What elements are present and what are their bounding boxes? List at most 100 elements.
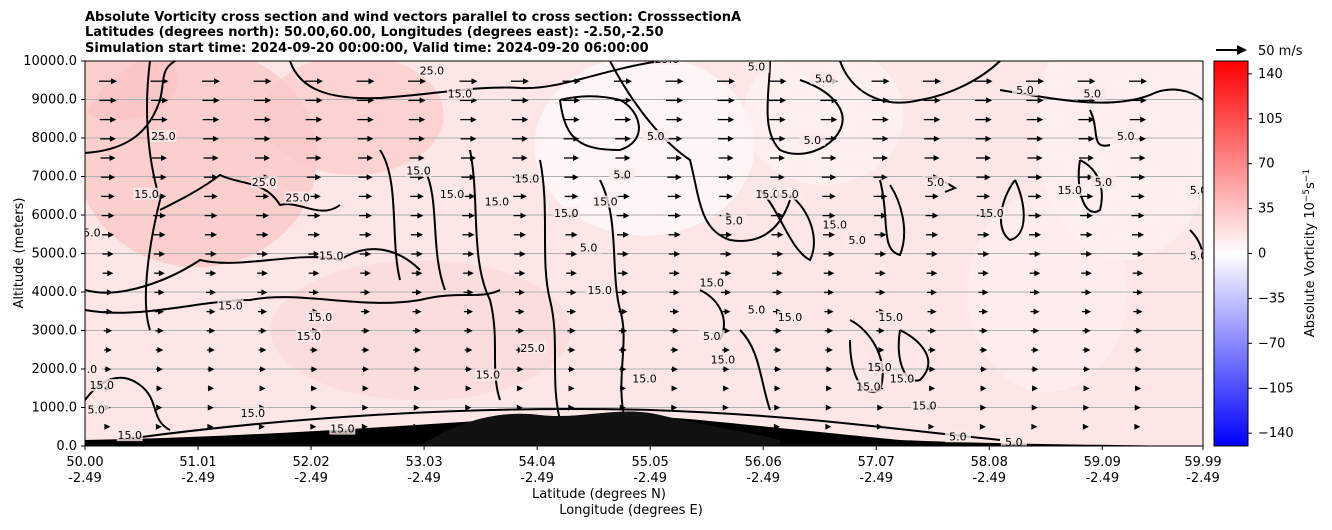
contour-label-bg (85, 362, 102, 375)
wind-vector-head (985, 155, 992, 161)
contour-label-bg (88, 379, 115, 392)
contour-label-bg (1090, 176, 1117, 189)
wind-vector-head (673, 270, 680, 277)
contour-line (559, 95, 640, 152)
contour-label: 25.0 (520, 342, 545, 355)
wind-vector-head (467, 308, 474, 315)
wind-vector-head (724, 308, 731, 315)
wind-vector-head (1083, 385, 1090, 392)
wind-vector-head (265, 78, 272, 85)
wind-vector-head (879, 289, 886, 296)
wind-vector-head (1035, 193, 1042, 200)
contour-label-bg (519, 341, 546, 354)
wind-vector-head (521, 155, 528, 161)
wind-vector-head (983, 231, 990, 238)
contour-label: 15.0 (699, 276, 724, 289)
vorticity-patch (85, 61, 179, 121)
wind-vector-head (258, 423, 265, 430)
wind-vector-head (159, 212, 166, 219)
x-tick-label-lon: -2.49 (68, 471, 102, 486)
contour-label-bg (284, 191, 311, 204)
wind-vector-head (727, 174, 734, 181)
wind-vector-head (1032, 385, 1039, 392)
contour-label: 5.0 (1005, 436, 1023, 449)
wind-vector-head (158, 270, 165, 277)
contour-label: 5.0 (1190, 249, 1208, 262)
colorbar-tick-label: −105 (1258, 381, 1294, 396)
wind-vector-head (471, 78, 478, 85)
wind-vector-head (878, 327, 885, 334)
contour-label-bg (514, 172, 541, 185)
wind-vector-head (417, 212, 424, 219)
contour-label-bg (1112, 130, 1139, 142)
wind-vector-head (673, 289, 680, 296)
contour-label: 15.0 (879, 311, 904, 324)
wind-vector-head (469, 193, 476, 200)
wind-vector-head (1089, 78, 1096, 85)
contour-line (424, 169, 446, 291)
wind-vector-head (156, 404, 163, 411)
wind-vector-head (932, 231, 939, 238)
wind-vector-head (366, 174, 373, 181)
wind-vector-head (572, 193, 579, 200)
x-axis-label-lon: Longitude (degrees E) (559, 503, 703, 518)
wind-vector-head (932, 212, 939, 219)
contour-label: 5.0 (80, 363, 98, 376)
wind-vector-head (570, 289, 577, 296)
wind-vector-head (310, 404, 317, 411)
wind-vector-head (1139, 174, 1146, 181)
wind-vector-head (314, 193, 321, 200)
wind-vector-head (214, 78, 220, 85)
wind-vector-head (671, 385, 678, 392)
wind-vector-head (1085, 289, 1092, 296)
colorbar-tick-label: −70 (1258, 336, 1285, 351)
contour-line (379, 149, 401, 281)
x-tick-label-lat: 53.03 (405, 455, 442, 470)
title-line-3: Simulation start time: 2024-09-20 00:00:… (85, 41, 649, 56)
contour-label: 5.0 (748, 303, 766, 316)
wind-vector-head (1087, 193, 1094, 200)
wind-vector-head (465, 385, 472, 392)
wind-vector-head (726, 231, 733, 238)
contour-label-bg (1000, 436, 1027, 446)
wind-vector-head (882, 155, 889, 161)
wind-vector-head (1085, 308, 1092, 315)
wind-vector-head (467, 289, 474, 296)
wind-vector-head (523, 78, 529, 85)
wind-vector-head (212, 135, 219, 142)
contour-label: 25.0 (285, 192, 310, 205)
wind-vector-head (420, 78, 426, 85)
x-tick-label-lon: -2.49 (746, 471, 780, 486)
contour-label-bg (575, 241, 602, 254)
title-line-2: Latitudes (degrees north): 50.00,60.00, … (85, 25, 664, 40)
contour-line (1089, 109, 1111, 147)
wind-vector-head (722, 404, 729, 411)
y-tick-label: 7000.0 (32, 170, 78, 185)
wind-vector-head (622, 270, 629, 277)
wind-vector-head (517, 366, 524, 373)
contour-label-bg (239, 407, 266, 420)
wind-vector-head (108, 193, 115, 200)
terrain-contours (85, 411, 1203, 446)
wind-vector-head (316, 97, 323, 104)
wind-vector-head (310, 423, 317, 430)
wind-vector-head (980, 385, 987, 392)
contour-label-bg (631, 372, 658, 385)
wind-vector-head (880, 212, 887, 219)
wind-vector-head (107, 251, 114, 257)
wind-vector-head (568, 385, 575, 392)
contour-label: 15.0 (308, 311, 333, 324)
wind-vector-head (417, 231, 424, 238)
contour-line (599, 179, 626, 421)
wind-vector-head (1134, 404, 1141, 411)
contour-label: 15.0 (406, 165, 431, 178)
wind-vector-head (211, 231, 218, 238)
wind-vector-head (108, 212, 115, 219)
contour-label: 15.0 (979, 207, 1004, 220)
wind-vector-head (470, 116, 477, 123)
wind-vector-head (569, 347, 576, 353)
contour-label: 15.0 (711, 353, 736, 366)
wind-vector-head (932, 193, 939, 200)
wind-vector-head (883, 78, 890, 85)
wind-vector-head (261, 270, 268, 277)
